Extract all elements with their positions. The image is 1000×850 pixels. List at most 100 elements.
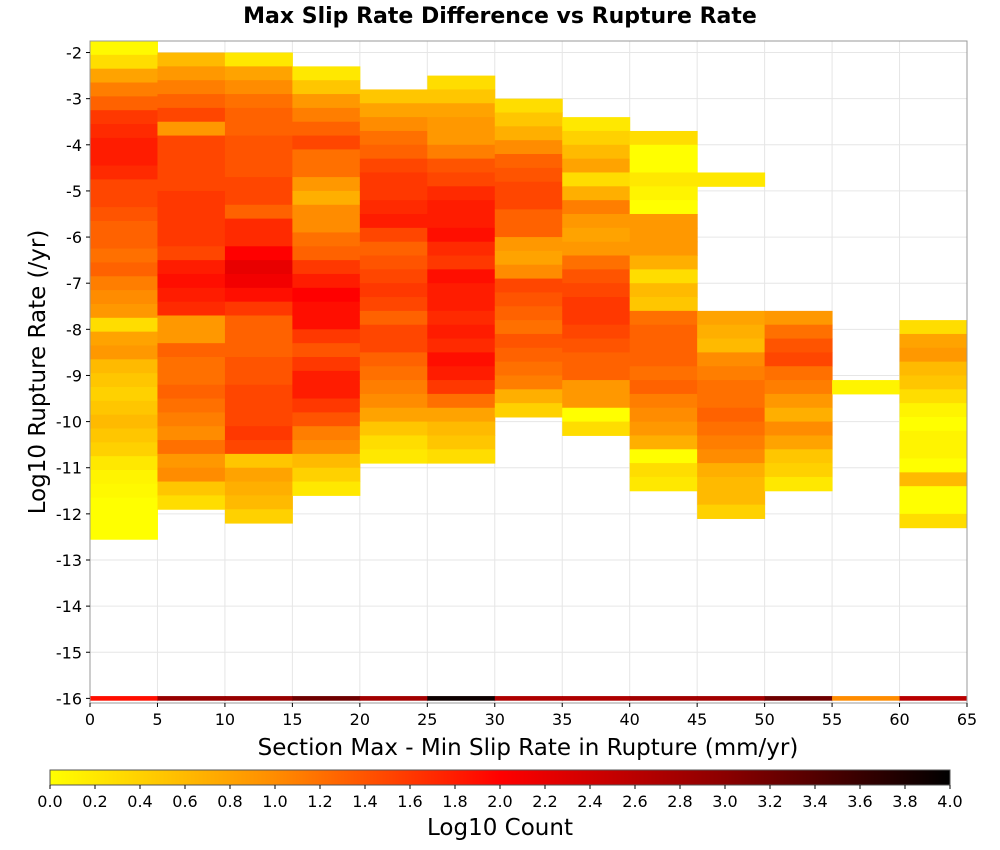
x-tick-label: 35 <box>552 710 572 729</box>
heatmap-cell <box>90 262 158 277</box>
heatmap-cell <box>157 135 226 150</box>
heatmap-cell <box>629 324 698 340</box>
heatmap-cell <box>157 246 226 261</box>
heatmap-cell <box>697 435 766 450</box>
y-tick-label: -4 <box>66 136 82 155</box>
heatmap-cell <box>494 389 563 404</box>
plot-frame <box>89 40 968 704</box>
heatmap-cell <box>292 204 361 220</box>
heatmap-cell <box>764 366 833 381</box>
heatmap-cell <box>224 315 293 330</box>
heatmap-cell <box>224 107 293 123</box>
heatmap-cell <box>697 504 766 519</box>
heatmap-cell <box>697 380 766 395</box>
heatmap-cell <box>292 135 361 150</box>
heatmap-cell <box>292 370 361 386</box>
heatmap-cell <box>157 412 226 427</box>
heatmap-cell <box>427 366 496 381</box>
heatmap-cell <box>90 41 158 56</box>
heatmap-cell <box>224 453 293 469</box>
heatmap-cell <box>427 158 496 173</box>
heatmap-cell <box>629 144 698 160</box>
heatmap-cell <box>899 513 968 529</box>
heatmap-cell <box>224 177 293 192</box>
heatmap-cell <box>764 324 833 340</box>
heatmap-cell <box>899 444 968 459</box>
heatmap-cell <box>562 200 631 215</box>
heatmap-cell <box>629 186 698 201</box>
heatmap-cell <box>90 124 158 139</box>
heatmap-cell <box>157 329 226 344</box>
heatmap-cell <box>157 426 226 441</box>
heatmap-cell <box>292 398 361 413</box>
x-tick-label: 45 <box>687 710 707 729</box>
y-axis-ticks: -2 -3 -4 -5 -6 -7 -8 -9 -10 -11 -12 -13 -14 -15 -16 <box>56 44 90 708</box>
heatmap-cell <box>899 403 968 418</box>
heatmap-cell <box>697 366 766 381</box>
heatmap-cell <box>629 310 698 326</box>
colorbar-tick-label: 3.0 <box>712 792 737 811</box>
heatmap-cell <box>224 218 293 233</box>
heatmap-cell <box>224 273 293 289</box>
heatmap-cell <box>562 283 631 298</box>
x-tick-label: 0 <box>85 710 95 729</box>
heatmap-cell <box>90 386 158 402</box>
heatmap-cell-bottom <box>899 696 968 701</box>
y-tick-label: -16 <box>56 689 82 708</box>
heatmap-cell <box>697 310 766 326</box>
heatmap-cell <box>562 393 631 409</box>
y-tick-label: -3 <box>66 90 82 109</box>
heatmap-cell <box>562 117 631 132</box>
heatmap-cell <box>764 380 833 395</box>
heatmap-cell <box>292 315 361 330</box>
heatmap-cell <box>90 373 158 388</box>
heatmap-cell <box>292 66 361 81</box>
heatmap-cell <box>697 490 766 506</box>
heatmap-cell <box>90 414 158 430</box>
heatmap-cell <box>157 163 226 178</box>
heatmap-cell <box>494 264 563 280</box>
heatmap-cell <box>629 227 698 243</box>
heatmap-cell <box>697 324 766 340</box>
heatmap-cell <box>224 467 293 483</box>
heatmap-cell <box>899 430 968 446</box>
heatmap-cell <box>224 232 293 247</box>
heatmap-cell <box>494 333 563 349</box>
heatmap-cell <box>832 380 901 395</box>
heatmap-cell <box>359 421 428 436</box>
heatmap-cell <box>224 149 293 164</box>
heatmap-cell <box>494 167 563 183</box>
heatmap-cell <box>697 476 766 492</box>
heatmap-cell <box>494 375 563 390</box>
heatmap-cell <box>427 227 496 243</box>
heatmap-cell <box>90 428 158 443</box>
heatmap-cell <box>359 172 428 187</box>
heatmap-cell <box>359 117 428 132</box>
heatmap-cell <box>90 96 158 111</box>
heatmap-cell <box>427 449 496 464</box>
heatmap-cell <box>427 421 496 436</box>
heatmap-cell <box>494 140 563 155</box>
heatmap-cell <box>764 393 833 409</box>
heatmap-cell <box>629 338 698 353</box>
y-tick-label: -7 <box>66 274 82 293</box>
heatmap-cell <box>562 255 631 270</box>
heatmap-cell <box>899 458 968 473</box>
heatmap-cell <box>427 186 496 201</box>
y-tick-label: -9 <box>66 366 82 385</box>
heatmap-cell <box>224 384 293 400</box>
heatmap-cell <box>157 52 226 67</box>
heatmap-cell <box>90 220 158 236</box>
heatmap-cell <box>292 121 361 137</box>
heatmap-cell <box>899 416 968 432</box>
y-tick-label: -14 <box>56 597 82 616</box>
x-tick-label: 5 <box>152 710 162 729</box>
heatmap-cell <box>224 426 293 441</box>
heatmap-cell <box>562 144 631 160</box>
heatmap-cell <box>427 380 496 395</box>
heatmap-cell <box>494 181 563 197</box>
heatmap-cell <box>494 250 563 266</box>
heatmap-cell <box>292 232 361 247</box>
heatmap-cell <box>157 495 226 510</box>
x-tick-label: 20 <box>350 710 370 729</box>
